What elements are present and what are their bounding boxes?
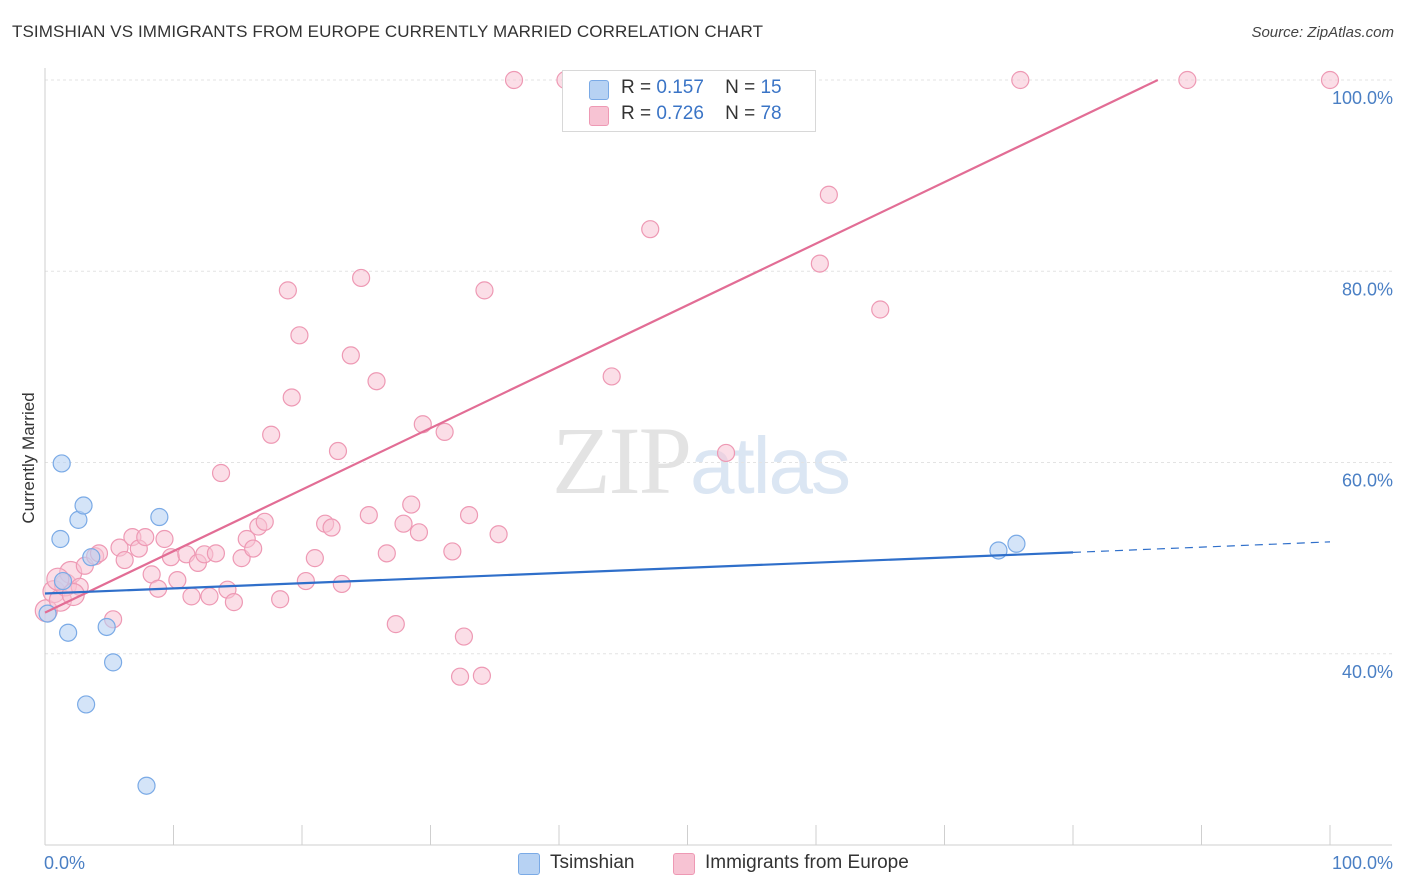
y-tick-label-80: 80.0% — [1342, 279, 1393, 299]
point-europe-28 — [224, 593, 243, 612]
trendline-tsimshian — [44, 551, 1074, 595]
point-tsimshian-12 — [150, 507, 169, 527]
point-europe-54 — [413, 415, 432, 434]
point-europe-31 — [244, 539, 263, 558]
x-tick-label-min: 0.0% — [44, 853, 85, 873]
point-tsimshian-6 — [74, 496, 93, 515]
point-europe-35 — [271, 590, 290, 609]
point-europe-25 — [206, 544, 226, 563]
point-europe-59 — [459, 505, 479, 525]
legend-n-value-europe: 78 — [760, 103, 782, 124]
axes — [44, 68, 1392, 846]
legend-r-value-europe: 0.726 — [656, 103, 704, 124]
bottom-legend-label-europe: Immigrants from Europe — [705, 852, 909, 873]
point-europe-21 — [182, 587, 201, 606]
point-europe-62 — [489, 525, 508, 544]
point-europe-53 — [409, 523, 429, 542]
grid-lines — [45, 79, 1392, 655]
legend-r-label: R = — [621, 103, 652, 124]
point-europe-70 — [810, 254, 829, 273]
trendline-europe — [44, 79, 1159, 614]
y-axis-label: Currently Married — [19, 392, 38, 523]
point-europe-33 — [255, 512, 274, 531]
point-europe-34 — [262, 425, 281, 444]
point-europe-58 — [454, 627, 474, 646]
point-europe-38 — [290, 326, 309, 345]
point-europe-61 — [475, 281, 494, 300]
point-tsimshian-8 — [82, 548, 101, 567]
point-europe-65 — [602, 367, 621, 386]
point-europe-45 — [341, 346, 360, 365]
point-tsimshian-9 — [97, 617, 116, 637]
point-europe-36 — [278, 281, 297, 300]
watermark: ZIPatlas — [552, 405, 851, 516]
correlation-legend: R = 0.157 N = 15 R = 0.726 N = 78 — [562, 70, 816, 132]
point-tsimshian-10 — [104, 653, 123, 672]
point-europe-50 — [386, 615, 405, 634]
point-europe-48 — [367, 372, 386, 391]
point-tsimshian-2 — [52, 454, 71, 473]
point-tsimshian-4 — [59, 623, 78, 642]
point-europe-71 — [819, 185, 838, 204]
axis-labels: 40.0% 60.0% 80.0% 100.0% 0.0% 100.0% Currently… — [19, 88, 1393, 873]
point-europe-72 — [871, 300, 890, 319]
point-europe-19 — [168, 571, 187, 590]
point-europe-37 — [282, 388, 301, 407]
legend-r-label: R = — [621, 77, 652, 98]
point-europe-47 — [359, 505, 378, 525]
trend-lines — [44, 79, 1331, 614]
point-tsimshian-3 — [53, 571, 73, 591]
point-europe-26 — [211, 463, 231, 483]
bottom-legend-label-tsimshian: Tsimshian — [550, 852, 635, 873]
point-tsimshian-7 — [77, 695, 96, 714]
point-europe-56 — [443, 542, 462, 561]
legend-r-value-tsimshian: 0.157 — [656, 77, 704, 98]
point-europe-51 — [394, 514, 413, 533]
point-europe-46 — [352, 268, 371, 288]
y-tick-label-60: 60.0% — [1342, 471, 1393, 491]
series-immigrants-from-europe — [34, 70, 1340, 686]
point-europe-60 — [472, 666, 491, 685]
point-tsimshian-1 — [51, 529, 70, 549]
point-tsimshian-11 — [137, 776, 156, 795]
y-tick-label-40: 40.0% — [1342, 662, 1393, 682]
point-europe-17 — [155, 529, 174, 549]
point-europe-49 — [377, 544, 396, 563]
legend-n-label: N = — [725, 103, 756, 124]
chart-title: TSIMSHIAN VS IMMIGRANTS FROM EUROPE CURR… — [12, 22, 764, 41]
trendline-tsimshian-extension — [1072, 541, 1331, 553]
point-europe-40 — [305, 549, 324, 568]
point-europe-14 — [136, 527, 155, 547]
point-europe-52 — [402, 495, 421, 514]
point-europe-74 — [1178, 70, 1197, 90]
legend-n-label: N = — [725, 77, 756, 98]
point-europe-43 — [328, 441, 348, 461]
x-tick-label-max: 100.0% — [1332, 853, 1393, 873]
bottom-legend-swatch-europe — [673, 853, 695, 875]
point-europe-73 — [1011, 70, 1030, 90]
point-europe-42 — [322, 518, 341, 537]
point-europe-44 — [332, 574, 351, 594]
legend-swatch-europe — [589, 106, 609, 126]
source-credit: Source: ZipAtlas.com — [1251, 24, 1394, 41]
y-tick-label-100: 100.0% — [1332, 88, 1393, 108]
watermark-atlas: atlas — [690, 421, 851, 510]
point-europe-63 — [504, 70, 524, 90]
legend-n-value-tsimshian: 15 — [760, 77, 782, 98]
legend-swatch-tsimshian — [589, 80, 609, 100]
series-tsimshian — [38, 454, 1026, 795]
point-europe-75 — [1320, 70, 1340, 90]
point-europe-68 — [716, 443, 736, 463]
bottom-legend-swatch-tsimshian — [518, 853, 540, 875]
point-tsimshian-14 — [1007, 534, 1026, 553]
point-europe-11 — [115, 550, 134, 570]
point-europe-24 — [200, 587, 219, 606]
point-europe-57 — [450, 667, 470, 686]
point-europe-55 — [435, 422, 454, 441]
point-europe-39 — [296, 571, 315, 591]
point-europe-66 — [641, 220, 660, 239]
watermark-zip: ZIP — [552, 407, 692, 514]
